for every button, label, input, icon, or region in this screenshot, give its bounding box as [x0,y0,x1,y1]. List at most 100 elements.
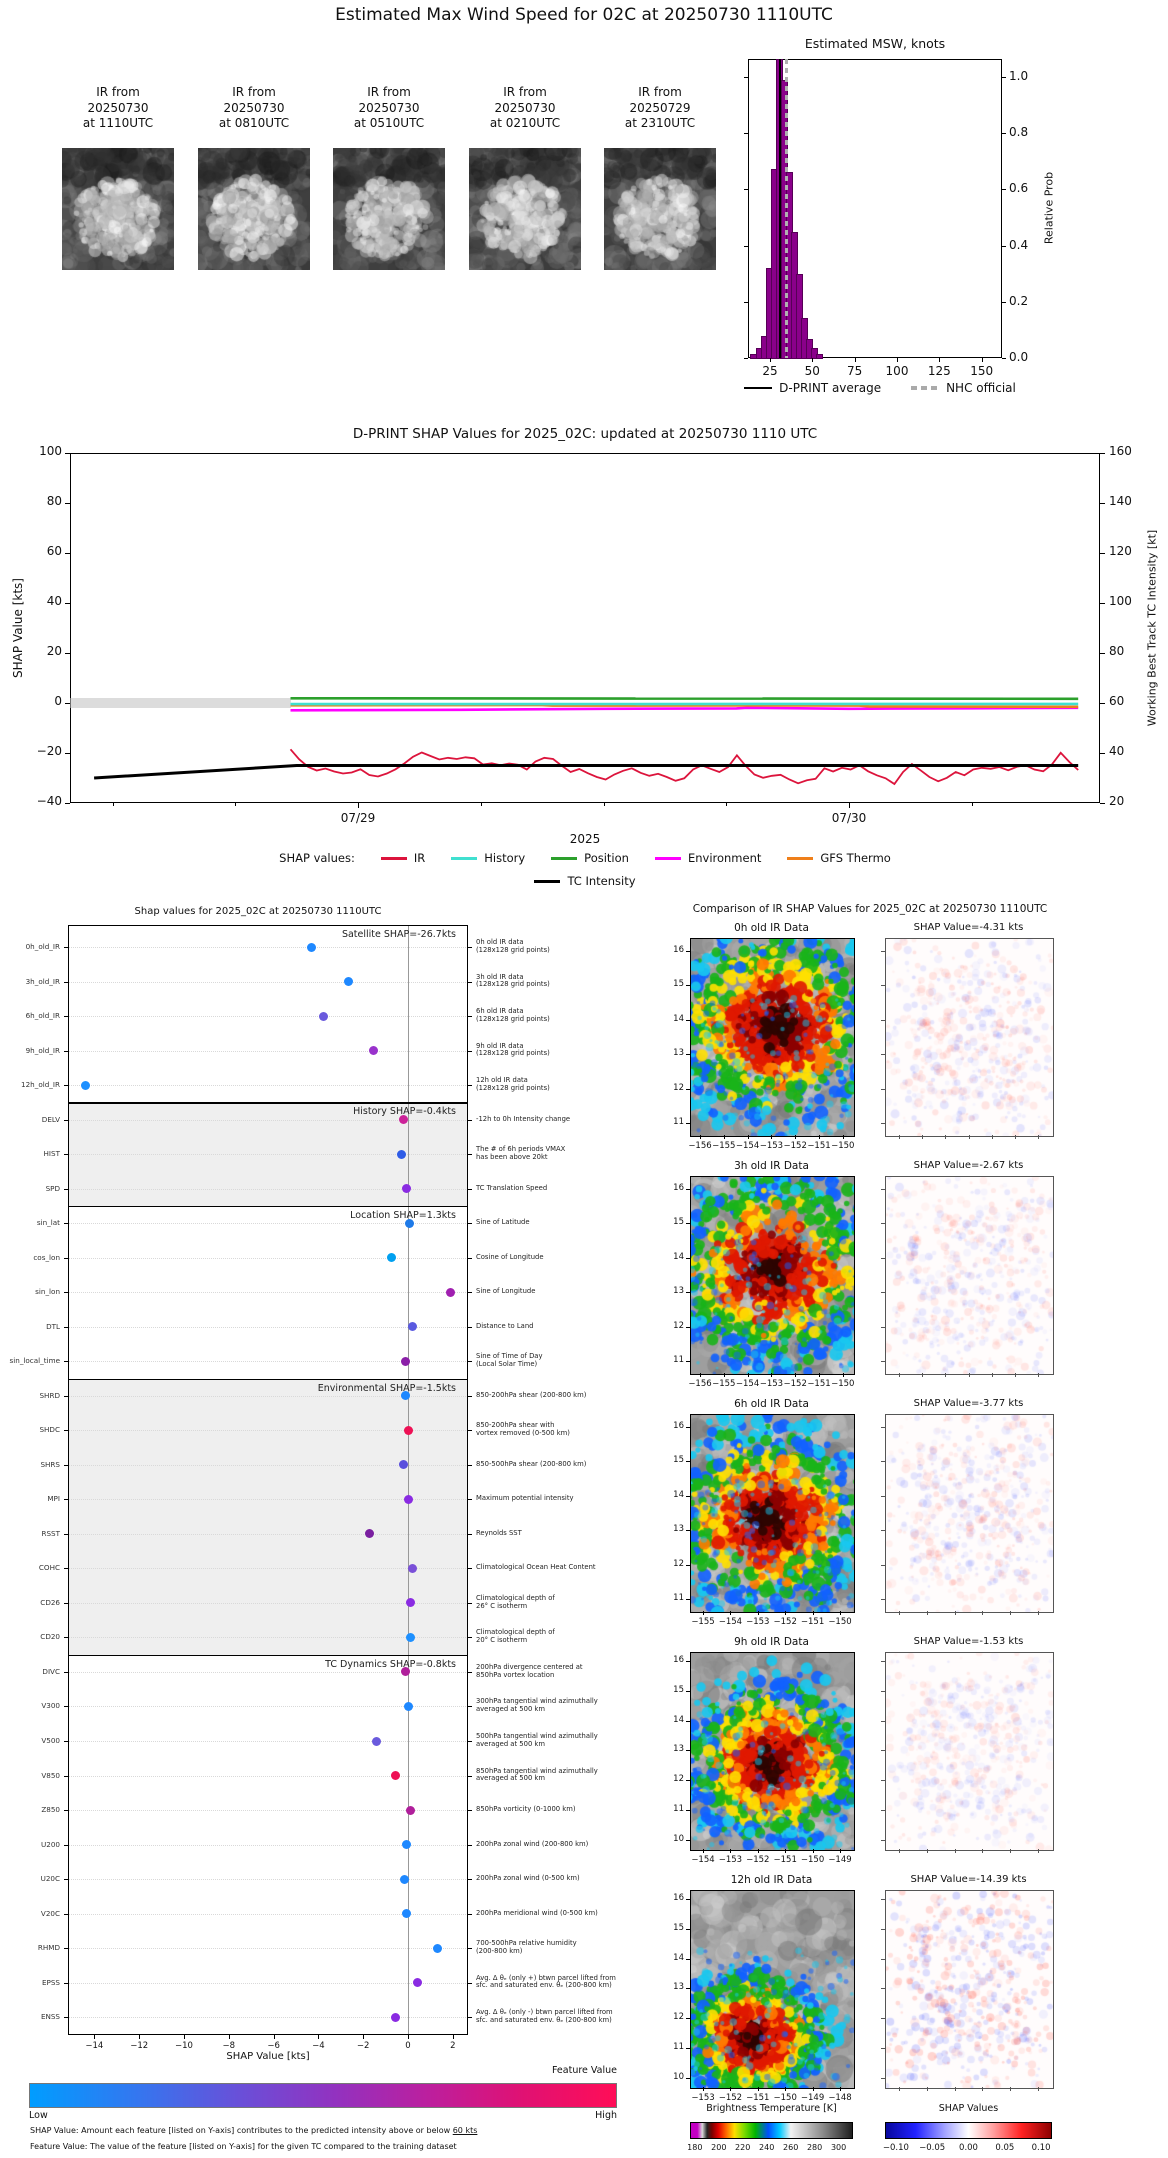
feature-dot [364,1529,374,1539]
shap-x-tick [1014,1135,1016,1139]
ir-x-tick [747,1373,749,1377]
legend-item-label: Position [584,851,629,865]
feature-left-tick [64,981,68,983]
feature-desc: 12h old IR data (128x128 grid points) [476,1076,550,1093]
bt-colorbar-tick-label: 300 [830,2143,847,2152]
shap-x-tick [945,1373,947,1377]
group-header: TC Dynamics SHAP=-0.8kts [325,1658,456,1670]
dotplot-x-tick [228,2035,230,2039]
shap-values-colorbar-title: SHAP Values [938,2103,999,2114]
ir-y-tick-label: 14 [673,1013,684,1024]
feature-row-label: RHMD [37,1943,60,1953]
dotplot-x-tick-label: 0 [405,2041,411,2051]
ir-x-tick [700,1373,701,1377]
feature-gridline [68,1844,468,1846]
histogram-x-tick [854,358,856,362]
feature-desc: Avg. Δ θₑ (only +) btwn parcel lifted fr… [476,1973,616,1990]
feature-row-label: 9h_old_IR [25,1045,60,1055]
shap-y-tick [881,1019,885,1021]
histogram-bar [770,169,778,359]
series-position-line [290,697,1079,701]
feature-right-tick [468,1810,472,1811]
ir-x-tick [812,2087,814,2091]
dprint-average-line [779,59,782,358]
histogram-bar [750,354,758,359]
shap-x-tick [899,1373,900,1377]
group-header: Location SHAP=1.3kts [350,1209,456,1221]
ir-x-tick-label: −155 [712,1379,736,1389]
histogram-y-tick-left [744,189,748,191]
legend-item: History [451,851,525,865]
shap-x-tick [1038,1135,1039,1139]
ir-x-tick-label: −150 [773,2093,797,2103]
ir-y-tick [686,1661,690,1662]
feature-right-tick [468,1154,472,1156]
legend-line-swatch [787,856,814,860]
ts-left-tick [65,453,70,454]
group-separator-line [68,1205,468,1208]
feature-desc: 700-500hPa relative humidity (200-800 km… [476,1939,577,1956]
feature-dot [319,1011,329,1021]
feature-desc: 6h old IR data (128x128 grid points) [476,1007,550,1023]
ir-x-tick [785,1849,787,1853]
shap-x-tick [968,1135,970,1139]
ir-x-tick-label: −156 [688,1379,712,1389]
ir-y-tick [686,1564,690,1566]
thumbnail-caption: IR from 20250730 at 1110UTC [82,85,154,131]
shap-colorbar-tick-label: −0.10 [882,2143,909,2153]
dotplot-x-tick-label: −10 [175,2041,193,2051]
feature-right-tick [468,1706,472,1708]
histogram-bar [796,273,804,359]
histogram-y-tick-label: 0.2 [1009,293,1029,308]
shap-y-tick [881,1599,885,1600]
ir-x-tick [812,1611,814,1615]
feature-desc: -12h to 0h Intensity change [476,1114,571,1123]
feature-desc: 200hPa zonal wind (0-500 km) [476,1874,580,1883]
legend-item: NHC official [911,381,1016,395]
feature-gridline [68,1326,468,1328]
ir-x-tick [730,2087,732,2091]
histogram-y-tick-right [1002,189,1006,191]
feature-row-label: SPD [45,1183,60,1193]
ir-x-tick-label: −150 [828,1617,852,1627]
feature-right-tick [468,1844,472,1846]
feature-right-tick [468,1085,472,1087]
ir-x-tick [703,2087,704,2091]
series-tc-intensity-line [94,764,1079,780]
ir-x-tick [840,2087,841,2091]
histogram-legend: D-PRINT average NHC official [620,381,1140,395]
feature-dot [400,1356,410,1366]
feature-gridline [68,1637,468,1639]
ir-y-tick [686,1427,690,1428]
legend-line-swatch [380,856,407,860]
ts-left-tick [65,803,70,804]
shap-colorbar-tick-label: 0.10 [1031,2143,1051,2153]
ir-y-tick [686,1054,690,1056]
feature-right-tick [468,1568,472,1570]
shap-y-tick [881,1292,885,1294]
feature-dot [402,1840,412,1849]
ts-right-tick [1100,603,1105,604]
shap-x-tick [1014,1373,1016,1377]
feature-dot [401,1391,411,1401]
histogram-y-tick-left [744,133,748,135]
shap-x-tick [899,2087,900,2091]
ts-right-tick [1100,453,1105,454]
shap-x-tick [1038,1373,1039,1377]
ir-x-tick [730,1849,732,1853]
ts-right-tick [1100,653,1105,654]
bt-colorbar-tick-label: 280 [806,2143,823,2152]
feature-right-tick [468,1982,472,1984]
feature-row-label: SHDC [39,1425,60,1435]
series-ir-line [289,748,1079,786]
dotplot-x-tick [318,2035,320,2039]
feature-desc: The # of 6h periods VMAX has been above … [476,1145,566,1162]
feature-left-tick [64,1602,68,1604]
timeseries-legend-row2: TC Intensity [70,874,1100,888]
ir-x-tick [730,1611,732,1615]
feature-row-label: DIVC [42,1666,60,1676]
feature-row-label: sin_local_time [9,1356,60,1366]
feature-desc: 200hPa zonal wind (200-800 km) [476,1839,589,1848]
ir-y-tick-label: 13 [673,1286,684,1297]
ir-data-panel [690,1176,855,1375]
